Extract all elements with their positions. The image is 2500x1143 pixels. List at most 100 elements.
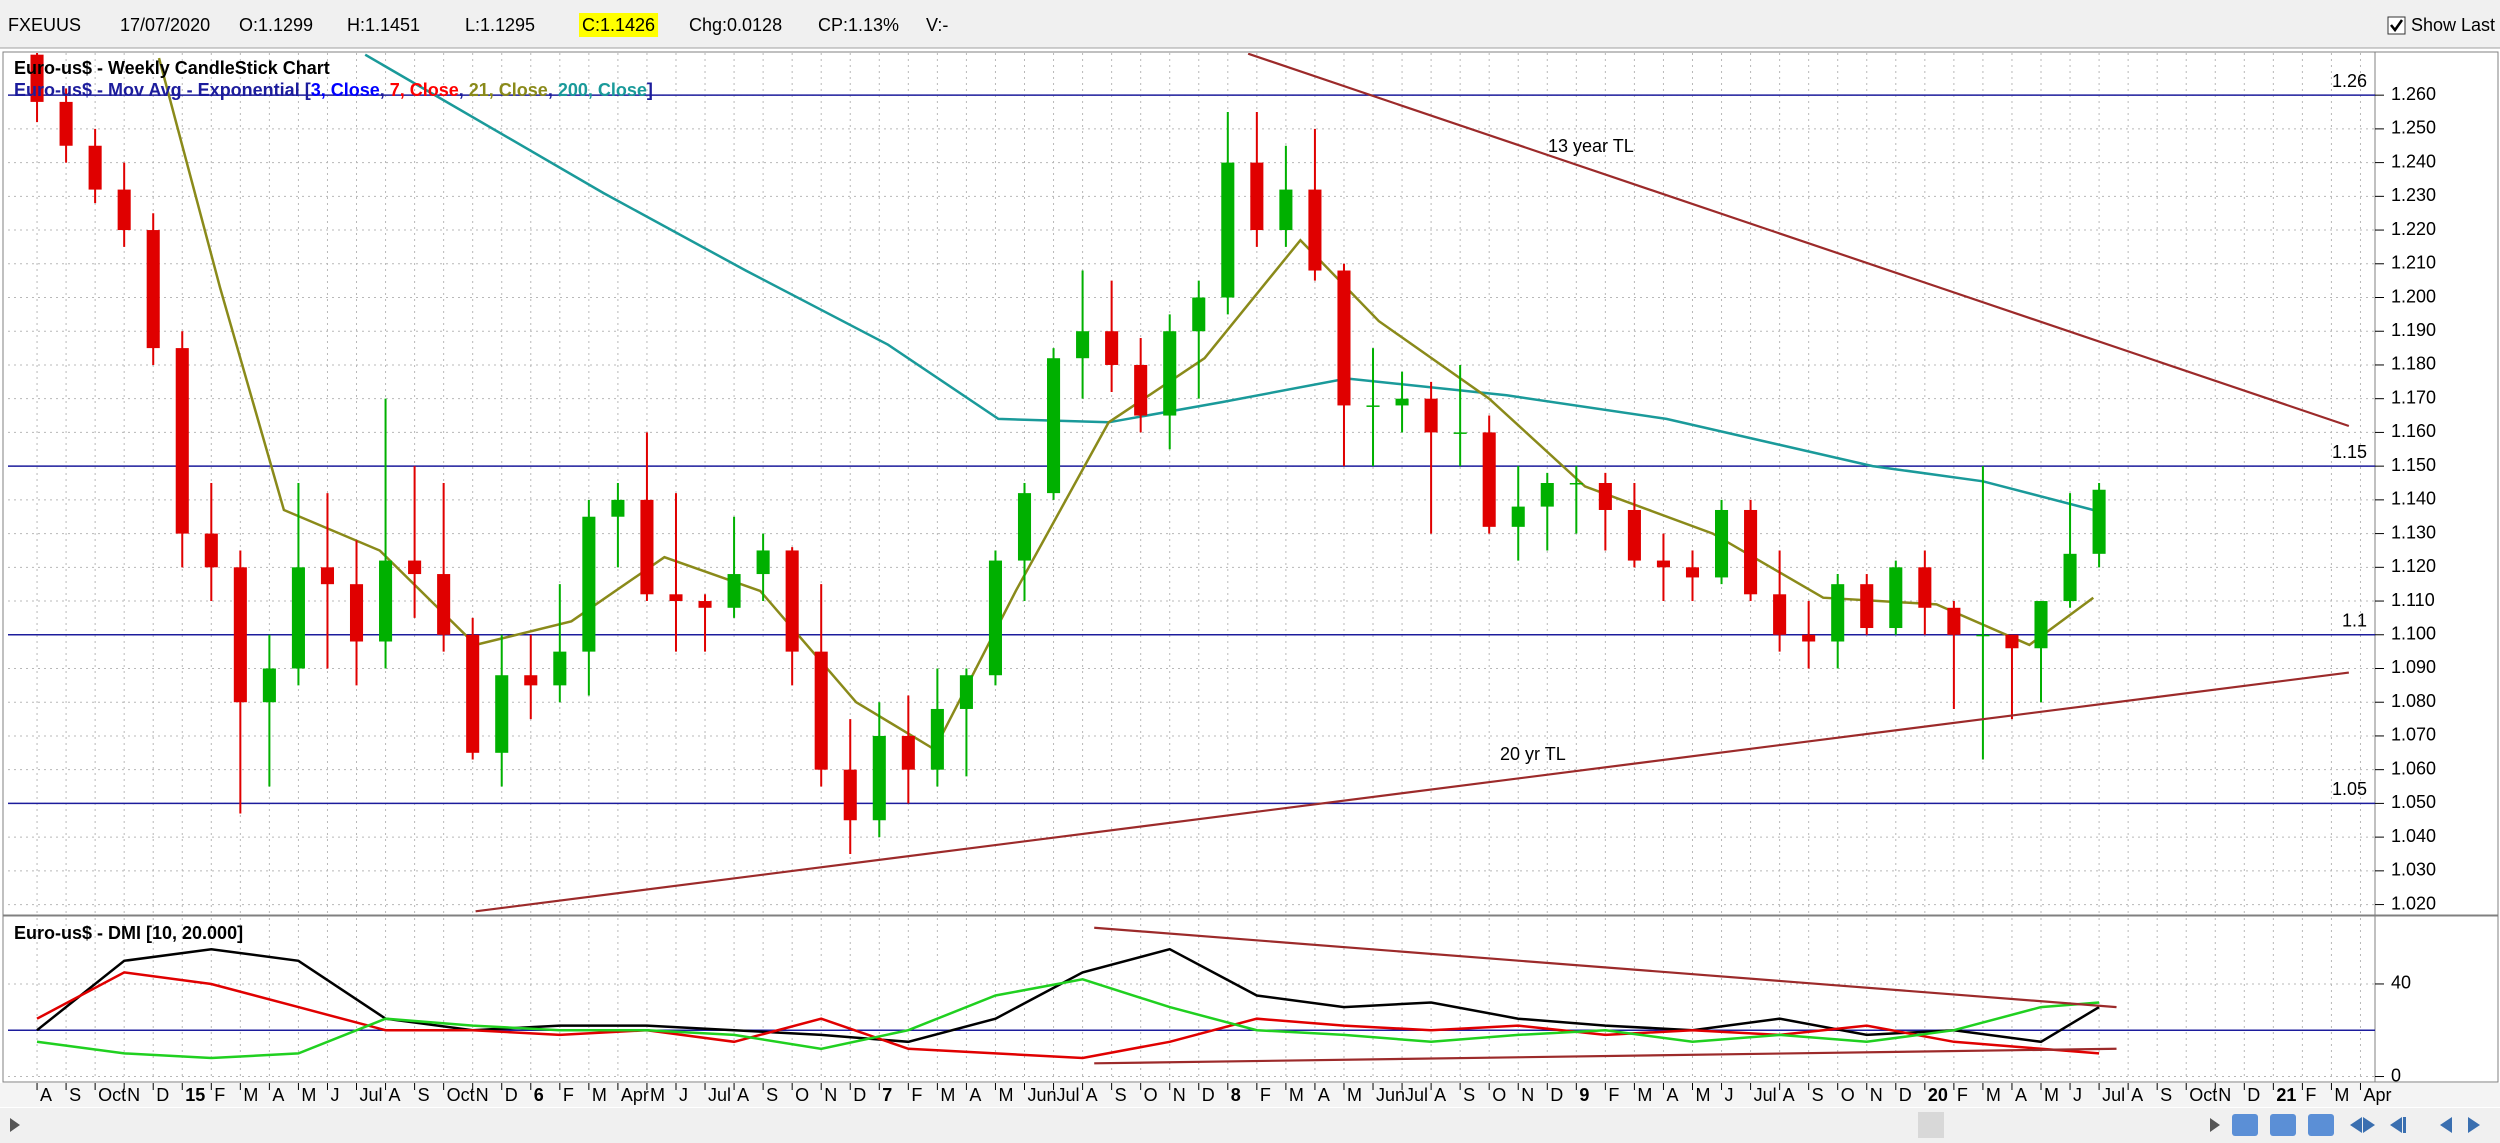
y-tick-label: 1.170 (2391, 387, 2436, 407)
x-tick-label: M (650, 1085, 665, 1105)
candle-body (524, 675, 538, 686)
x-tick-label: A (2131, 1085, 2143, 1105)
y-tick-label: 1.200 (2391, 286, 2436, 306)
x-tick-label: M (1986, 1085, 2001, 1105)
x-tick-label: D (1899, 1085, 1912, 1105)
candle-body (1395, 398, 1409, 406)
x-tick-label: A (1783, 1085, 1795, 1105)
x-tick-label: O (1144, 1085, 1158, 1105)
candle-body (611, 499, 625, 517)
level-label: 1.15 (2332, 442, 2367, 462)
y-tick-label: 1.210 (2391, 253, 2436, 273)
x-tick-label: A (389, 1085, 401, 1105)
scroll-both[interactable] (2350, 1117, 2375, 1133)
candle-body (1511, 506, 1525, 527)
show-last-label[interactable]: Show Last (2411, 15, 2495, 35)
candle-body (1366, 405, 1380, 407)
candle-body (2092, 489, 2106, 554)
x-tick-label: N (476, 1085, 489, 1105)
y-tick-label: 1.080 (2391, 691, 2436, 711)
x-tick-label: Apr (2363, 1085, 2391, 1105)
candle-body (1744, 509, 1758, 595)
y-tick-label: 1.020 (2391, 893, 2436, 913)
y-tick-label: 1.230 (2391, 185, 2436, 205)
candle-body (1889, 567, 1903, 629)
candle-body (1017, 493, 1032, 561)
candle-body (1685, 567, 1700, 578)
indicator-line (364, 53, 2094, 512)
trendline (1094, 1047, 2117, 1065)
x-tick-label: 15 (185, 1085, 205, 1105)
zoom-in[interactable] (2232, 1114, 2258, 1136)
y-tick-label: 1.240 (2391, 151, 2436, 171)
candle-body (466, 634, 480, 753)
x-tick-label: J (2073, 1085, 2082, 1105)
candle-body (930, 708, 944, 770)
open: O:1.1299 (239, 15, 313, 35)
y-tick-label: 1.120 (2391, 556, 2436, 576)
scrollbar[interactable] (0, 1108, 2500, 1143)
y-tick-label: 1.220 (2391, 219, 2436, 239)
step-back[interactable] (2440, 1117, 2452, 1133)
scroll-thumb[interactable] (1918, 1112, 1944, 1138)
x-tick-label: N (824, 1085, 837, 1105)
zoom-fit[interactable] (2308, 1114, 2334, 1136)
legend-part: 21, Close (469, 80, 548, 100)
candle-body (582, 516, 596, 652)
low: L:1.1295 (465, 15, 535, 35)
x-tick-label: N (1521, 1085, 1534, 1105)
candle-body (1773, 594, 1787, 635)
candle-body (1860, 584, 1874, 629)
x-tick-label: S (1812, 1085, 1824, 1105)
x-tick-label: M (1637, 1085, 1652, 1105)
panel-title: Euro-us$ - DMI [10, 20.000] (14, 923, 243, 943)
x-tick-label: J (330, 1085, 339, 1105)
scroll-right[interactable] (2210, 1118, 2220, 1132)
candle-body (1250, 162, 1264, 231)
candle-body (843, 769, 857, 821)
annotation: 20 yr TL (1500, 744, 1566, 764)
candle-body (1424, 398, 1438, 433)
zoom-out[interactable] (2270, 1114, 2296, 1136)
candle-body (1976, 634, 1990, 637)
x-tick-label: 21 (2276, 1085, 2296, 1105)
x-tick-label: Jul (1754, 1085, 1777, 1105)
y-tick-label: 1.050 (2391, 792, 2436, 812)
legend-part: , (459, 80, 469, 100)
x-tick-label: F (1260, 1085, 1271, 1105)
x-tick-label: 8 (1231, 1085, 1241, 1105)
candle-body (1569, 483, 1583, 485)
candle-body (756, 550, 770, 575)
legend-part: , (380, 80, 390, 100)
candle-body (1134, 364, 1148, 416)
candle-body (1714, 509, 1729, 578)
change-pct: CP:1.13% (818, 15, 899, 35)
x-tick-label: D (853, 1085, 866, 1105)
scroll-end[interactable] (2390, 1117, 2406, 1133)
candle-body (437, 574, 451, 635)
candle-body (349, 584, 364, 642)
x-tick-label: S (766, 1085, 778, 1105)
legend-part: , (548, 80, 558, 100)
candle-body (988, 560, 1002, 676)
level-label: 1.26 (2332, 71, 2367, 91)
candle-body (88, 145, 102, 190)
y-tick-label: 40 (2391, 973, 2411, 993)
panel-title: Euro-us$ - Weekly CandleStick Chart (14, 58, 330, 78)
candle-body (640, 499, 654, 595)
candle-body (1308, 189, 1322, 271)
x-tick-label: N (127, 1085, 140, 1105)
legend-part: Euro-us$ - Mov Avg - Exponential [ (14, 80, 311, 100)
x-tick-label: M (940, 1085, 955, 1105)
step-forward[interactable] (2468, 1117, 2480, 1133)
y-tick-label: 1.260 (2391, 84, 2436, 104)
x-tick-label: F (911, 1085, 922, 1105)
x-tick-label: M (1347, 1085, 1362, 1105)
legend-part: 200, Close (558, 80, 647, 100)
legend-part: 3, Close (311, 80, 380, 100)
y-tick-label: 1.030 (2391, 860, 2436, 880)
scroll-left[interactable] (10, 1118, 20, 1132)
x-tick-label: N (1173, 1085, 1186, 1105)
